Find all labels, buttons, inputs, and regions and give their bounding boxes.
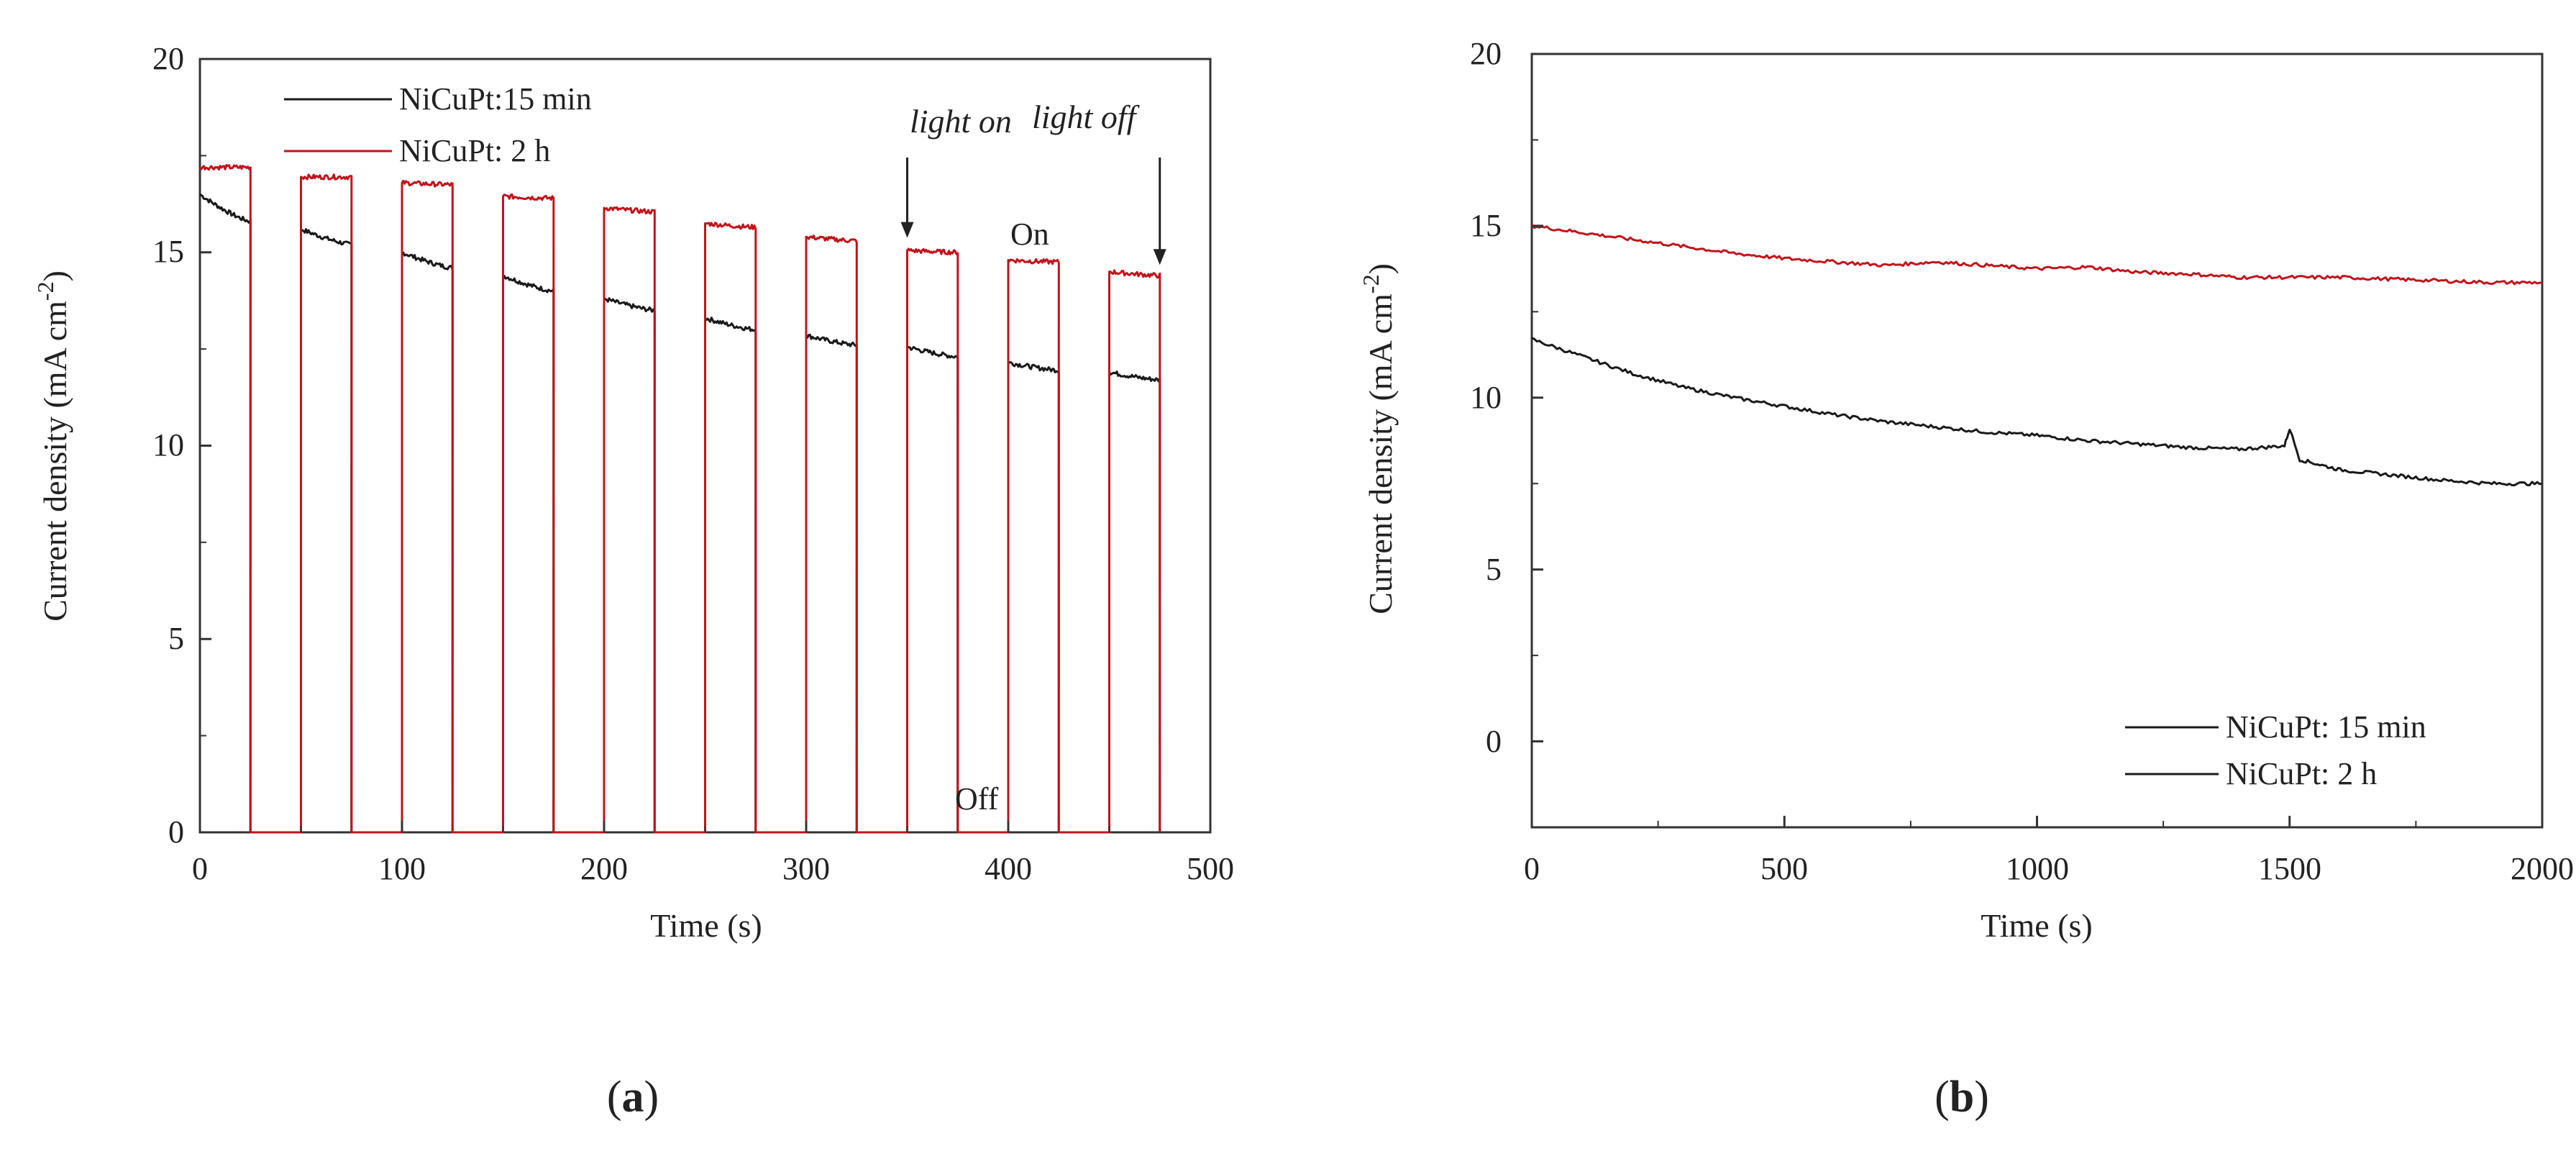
chart-a-ytick-label: 15 [152,234,184,269]
chart-b-series-15min [1531,337,2543,486]
chart-b-xtick-label: 0 [1524,851,1540,886]
chart-a-xlabel: Time (s) [650,907,762,944]
chart-a-annotation-off: Off [955,781,999,817]
chart-a-series-group [198,164,1161,834]
chart-a-legend: NiCuPt:15 min NiCuPt: 2 h [284,81,592,168]
panel-label-a: (a) [607,1073,659,1122]
chart-b-series-group [1530,223,2543,486]
chart-b-legend: NiCuPt: 15 min NiCuPt: 2 h [2125,709,2426,791]
chart-a-xtick-label: 200 [580,851,628,886]
chart-a-ytick-label: 0 [168,814,184,850]
chart-b-ytick-label: 0 [1486,724,1502,759]
chart-a-annotation-on: On [1010,217,1049,252]
chart-a-series-15min [199,193,1161,834]
chart-a-ytick-label: 10 [152,427,184,463]
chart-a-xtick-label: 500 [1187,851,1234,886]
chart-a-series-2h [198,164,1161,834]
chart-a-legend-label: NiCuPt:15 min [399,81,592,117]
chart-b-legend-label: NiCuPt: 2 h [2226,756,2377,791]
chart-a-xtick-label: 400 [985,851,1032,886]
chart-b-series-2h [1530,223,2543,286]
chart-b-xtick-label: 1500 [2258,851,2321,886]
chart-b: 0 5 10 15 20 0 500 1000 1500 2000 Time (… [1358,36,2574,944]
chart-b-xtick-label: 500 [1760,851,1808,886]
chart-b-ytick-label: 20 [1470,36,1502,71]
chart-a-ylabel: Current density (mA cm-2) [32,270,73,622]
panel-label-b: (b) [1935,1073,1989,1122]
chart-a-ytick-label: 5 [168,621,184,656]
chart-a-ytick-label: 20 [152,41,184,76]
chart-b-ytick-label: 15 [1470,208,1502,243]
chart-a-xtick-label: 0 [192,851,208,886]
chart-a-xtick-label: 100 [378,851,426,886]
chart-b-ytick-label: 5 [1486,552,1502,587]
chart-a-arrow-head [900,222,914,238]
chart-a-annotation-arrows [900,158,1166,265]
chart-a-xtick-label: 300 [782,851,830,886]
chart-a-ticks [198,58,1212,834]
chart-b-ytick-label: 10 [1470,380,1502,415]
chart-a-annotation-light-on: light on [910,103,1012,140]
chart-b-xtick-label: 2000 [2511,851,2574,886]
chart-b-legend-label: NiCuPt: 15 min [2226,709,2426,745]
chart-b-xtick-label: 1000 [2006,851,2069,886]
chart-a-arrow-head [1153,249,1166,265]
chart-b-ylabel: Current density (mA cm-2) [1358,263,1399,614]
chart-a-annotation-light-off: light off [1032,99,1141,135]
chart-a-legend-label: NiCuPt: 2 h [399,133,550,168]
chart-b-ticks [1530,53,2544,827]
chart-a: 0 5 10 15 20 0 100 200 300 400 500 Time … [32,41,1234,944]
chart-b-xlabel: Time (s) [1981,907,2093,944]
